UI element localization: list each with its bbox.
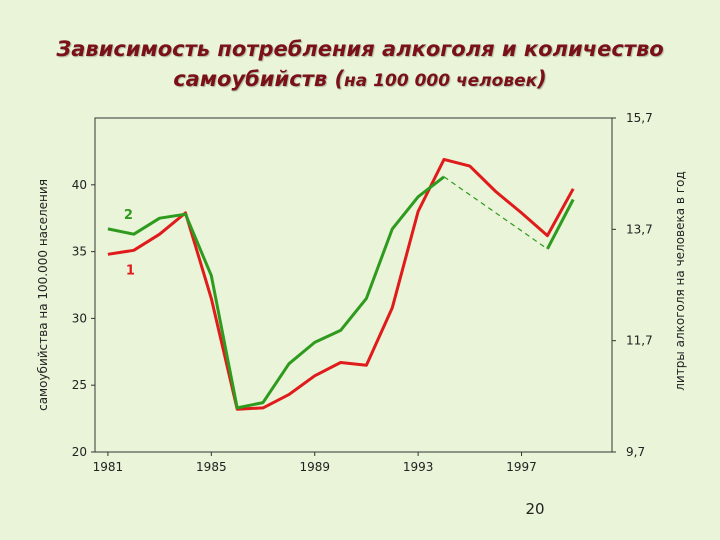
title-line-1: Зависимость потребления алкоголя и колич… xyxy=(56,37,664,61)
title-line-2: самоубийств (на 100 000 человек) xyxy=(0,64,720,96)
slide-number: 20 xyxy=(525,500,545,518)
title-line-2-small: на 100 000 человек xyxy=(344,71,538,91)
y-left-tick-label: 35 xyxy=(72,245,87,259)
x-tick-label: 1997 xyxy=(506,460,537,474)
x-tick-label: 1989 xyxy=(299,460,330,474)
series-line-1 xyxy=(107,157,575,411)
series-label-1: 1 xyxy=(126,263,135,278)
title-line-2-main: самоубийств ( xyxy=(173,67,345,91)
y-right-tick-label: 9,7 xyxy=(626,445,645,459)
y-right-axis-label: литры алкоголя на человека в год xyxy=(673,171,687,391)
x-tick-label: 1981 xyxy=(93,460,124,474)
title-line-2-end: ) xyxy=(537,67,547,91)
series-dashed-line-2 xyxy=(443,176,548,250)
y-left-tick-label: 40 xyxy=(72,178,87,192)
y-left-tick-label: 20 xyxy=(72,445,87,459)
y-right-tick-label: 11,7 xyxy=(626,334,653,348)
y-right-tick-label: 13,7 xyxy=(626,222,653,236)
plot-frame xyxy=(94,117,613,453)
series-label-2: 2 xyxy=(124,208,133,223)
y-right-tick-label: 15,7 xyxy=(626,111,653,125)
y-left-tick-label: 25 xyxy=(72,378,87,392)
series-tail-line-2 xyxy=(546,198,575,250)
y-left-axis-label: самоубийства на 100.000 населения xyxy=(36,179,50,411)
chart-title: Зависимость потребления алкоголя и колич… xyxy=(0,34,720,96)
series-line-2 xyxy=(107,175,445,410)
x-tick-label: 1985 xyxy=(196,460,227,474)
x-tick-label: 1993 xyxy=(403,460,434,474)
y-left-tick-label: 30 xyxy=(72,311,87,325)
